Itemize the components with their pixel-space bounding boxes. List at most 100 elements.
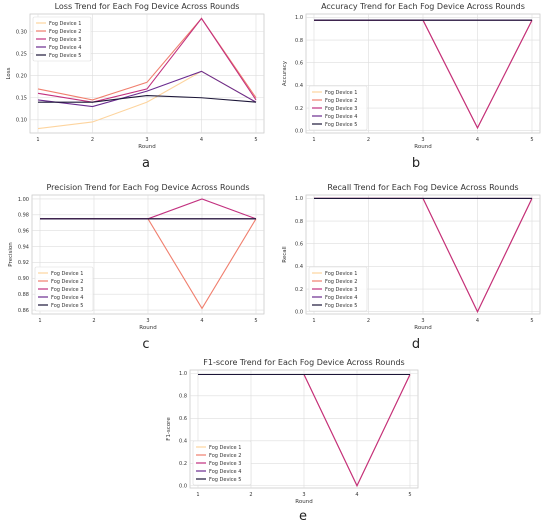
y-tick-label: 0.86 — [18, 308, 29, 314]
x-tick-label: 2 — [249, 492, 252, 498]
y-tick-label: 0.25 — [16, 51, 27, 57]
legend: Fog Device 1 Fog Device 2 Fog Device 3 Fog … — [308, 266, 368, 312]
x-tick-label: 2 — [92, 318, 95, 324]
panel-letter: a — [142, 156, 150, 171]
legend-entry: Fog Device 4 — [325, 295, 357, 301]
x-tick-label: 4 — [200, 137, 203, 143]
legend-entry: Fog Device 5 — [325, 303, 357, 309]
x-tick-label: 3 — [302, 492, 305, 498]
y-tick-label: 0.88 — [18, 292, 29, 298]
x-tick-label: 1 — [36, 137, 39, 143]
chart-title: Precision Trend for Each Fog Device Acro… — [46, 183, 249, 192]
legend: Fog Device 1 Fog Device 2 Fog Device 3 Fog … — [192, 440, 252, 486]
chart-title: Recall Trend for Each Fog Device Across … — [327, 183, 518, 192]
y-tick-label: 0.30 — [16, 29, 27, 35]
y-tick-label: 0.2 — [295, 287, 303, 293]
legend: Fog Device 1 Fog Device 2 Fog Device 3 Fog … — [308, 85, 368, 131]
x-tick-label: 3 — [145, 137, 148, 143]
x-tick-label: 1 — [196, 492, 199, 498]
x-tick-label: 5 — [408, 492, 411, 498]
panel-letter: d — [412, 337, 420, 352]
y-axis-label: Recall — [282, 246, 288, 263]
legend-entry: Fog Device 5 — [325, 122, 357, 128]
y-tick-label: 0.10 — [16, 118, 27, 124]
x-tick-label: 5 — [254, 137, 257, 143]
chart-title: Accuracy Trend for Each Fog Device Acros… — [321, 2, 525, 11]
x-tick-label: 2 — [367, 318, 370, 324]
legend-entry: Fog Device 2 — [49, 29, 81, 35]
legend-entry: Fog Device 3 — [325, 106, 357, 112]
y-tick-label: 0.15 — [16, 96, 27, 102]
y-tick-label: 1.0 — [295, 15, 303, 21]
x-axis-label: Round — [414, 325, 431, 331]
series-line-fog-device-3 — [37, 17, 257, 103]
x-tick-label: 4 — [476, 137, 479, 143]
y-tick-label: 0.0 — [295, 129, 303, 135]
x-axis-label: Round — [139, 325, 156, 331]
chart-panel-d: 0.0 0.2 0.4 0.6 0.8 1.0 1 2 3 4 5 Recall Trend for … — [282, 183, 541, 331]
legend-entry: Fog Device 1 — [51, 271, 83, 277]
legend-entry: Fog Device 4 — [325, 114, 357, 120]
x-tick-label: 4 — [476, 318, 479, 324]
x-axis-label: Round — [138, 144, 155, 150]
series-line-fog-device-5 — [38, 94, 257, 103]
y-tick-label: 0.0 — [179, 484, 187, 490]
chart-panel-e: 0.0 0.2 0.4 0.6 0.8 1.0 1 2 3 4 5 F1-score Trend fo… — [166, 358, 419, 505]
x-tick-label: 5 — [530, 137, 533, 143]
legend-entry: Fog Device 1 — [209, 445, 241, 451]
legend-entry: Fog Device 3 — [209, 461, 241, 467]
y-tick-label: 0.6 — [295, 61, 303, 67]
chart-title: Loss Trend for Each Fog Device Across Ro… — [55, 2, 240, 11]
x-tick-label: 3 — [421, 318, 424, 324]
y-tick-label: 0.8 — [295, 38, 303, 44]
panel-letter: c — [142, 337, 149, 352]
y-axis-label: F1-score — [166, 417, 172, 441]
y-tick-label: 0.2 — [295, 106, 303, 112]
legend-entry: Fog Device 3 — [325, 287, 357, 293]
legend: Fog Device 1 Fog Device 2 Fog Device 3 Fog … — [32, 16, 92, 62]
x-tick-label: 5 — [530, 318, 533, 324]
legend-box — [192, 440, 252, 486]
y-tick-label: 0.2 — [179, 461, 187, 467]
x-tick-label: 1 — [38, 318, 41, 324]
legend-entry: Fog Device 5 — [51, 303, 83, 309]
y-tick-label: 1.0 — [179, 371, 187, 377]
y-tick-label: 0.6 — [179, 416, 187, 422]
x-tick-label: 5 — [254, 318, 257, 324]
y-axis-label: Loss — [6, 67, 12, 79]
legend-entry: Fog Device 4 — [49, 45, 81, 51]
chart-title: F1-score Trend for Each Fog Device Acros… — [203, 358, 404, 367]
series-line-fog-device-4 — [37, 70, 257, 108]
y-tick-label: 0.4 — [179, 439, 187, 445]
y-tick-label: 0.4 — [295, 83, 303, 89]
y-tick-label: 0.96 — [18, 229, 29, 235]
x-tick-label: 1 — [312, 137, 315, 143]
legend-box — [308, 266, 368, 312]
legend-entry: Fog Device 5 — [209, 477, 241, 483]
chart-panel-a: 0.10 0.15 0.20 0.25 0.30 1 2 3 4 5 Loss Trend for … — [6, 2, 265, 150]
y-axis-label: Precision — [8, 242, 14, 267]
x-tick-label: 4 — [355, 492, 358, 498]
legend-box — [308, 85, 368, 131]
x-tick-label: 1 — [312, 318, 315, 324]
legend-entry: Fog Device 2 — [325, 279, 357, 285]
panel-letter: e — [299, 509, 307, 524]
legend-entry: Fog Device 4 — [51, 295, 83, 301]
y-tick-label: 0.4 — [295, 264, 303, 270]
legend-box — [32, 16, 92, 62]
legend-entry: Fog Device 2 — [51, 279, 83, 285]
chart-panel-b: 0.0 0.2 0.4 0.6 0.8 1.0 1 2 3 4 5 Accuracy Trend fo… — [282, 2, 541, 150]
legend-entry: Fog Device 2 — [325, 98, 357, 104]
y-axis-label: Accuracy — [282, 60, 288, 86]
y-tick-label: 0.6 — [295, 242, 303, 248]
y-tick-label: 0.98 — [18, 213, 29, 219]
legend-entry: Fog Device 1 — [325, 271, 357, 277]
legend: Fog Device 1 Fog Device 2 Fog Device 3 Fog … — [34, 266, 94, 312]
y-tick-label: 0.8 — [295, 219, 303, 225]
y-tick-label: 0.20 — [16, 74, 27, 80]
y-tick-label: 0.94 — [18, 244, 29, 250]
y-tick-label: 1.00 — [18, 197, 29, 203]
x-axis-label: Round — [295, 499, 312, 505]
x-tick-label: 4 — [200, 318, 203, 324]
